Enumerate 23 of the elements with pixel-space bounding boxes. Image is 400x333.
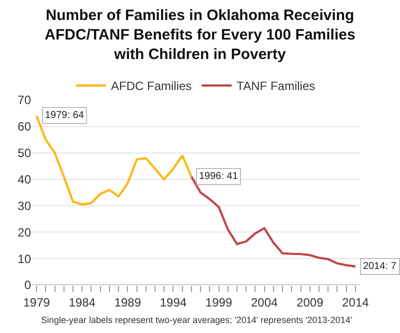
legend-label: AFDC Families: [111, 79, 192, 94]
x-tick-label: 2004: [250, 295, 278, 310]
annotation: 2014: 7: [363, 261, 397, 272]
y-tick-label: 60: [18, 120, 32, 134]
x-tick-label: 1994: [160, 295, 187, 310]
x-tick-label: 2009: [296, 295, 324, 310]
x-tick-label: 1989: [114, 295, 142, 310]
x-tick-label: 1999: [205, 295, 232, 310]
y-tick-label: 40: [18, 172, 32, 186]
text: Single-year labels represent two-year averages; '2014' represents '2013-2014': [41, 315, 352, 325]
x-tick-label: 1984: [68, 295, 96, 310]
y-tick-label: 0: [24, 278, 32, 292]
y-tick-label: 30: [18, 198, 32, 213]
annotation: 1979: 64: [45, 110, 84, 121]
y-tick-label: 70: [18, 93, 32, 108]
x-tick-label: 2014: [342, 295, 370, 310]
y-tick-label: 10: [18, 252, 32, 266]
annotation: 1996: 41: [199, 171, 238, 182]
x-tick-label: 1979: [23, 295, 50, 310]
y-tick-label: 50: [18, 146, 32, 160]
legend-label: TANF Families: [236, 79, 316, 94]
chart-title: Number of Families in Oklahoma Receiving AFDC/TANF Benefits for Every 100 Families with Children in Poverty: [44, 6, 356, 63]
y-tick-label: 20: [18, 225, 32, 240]
